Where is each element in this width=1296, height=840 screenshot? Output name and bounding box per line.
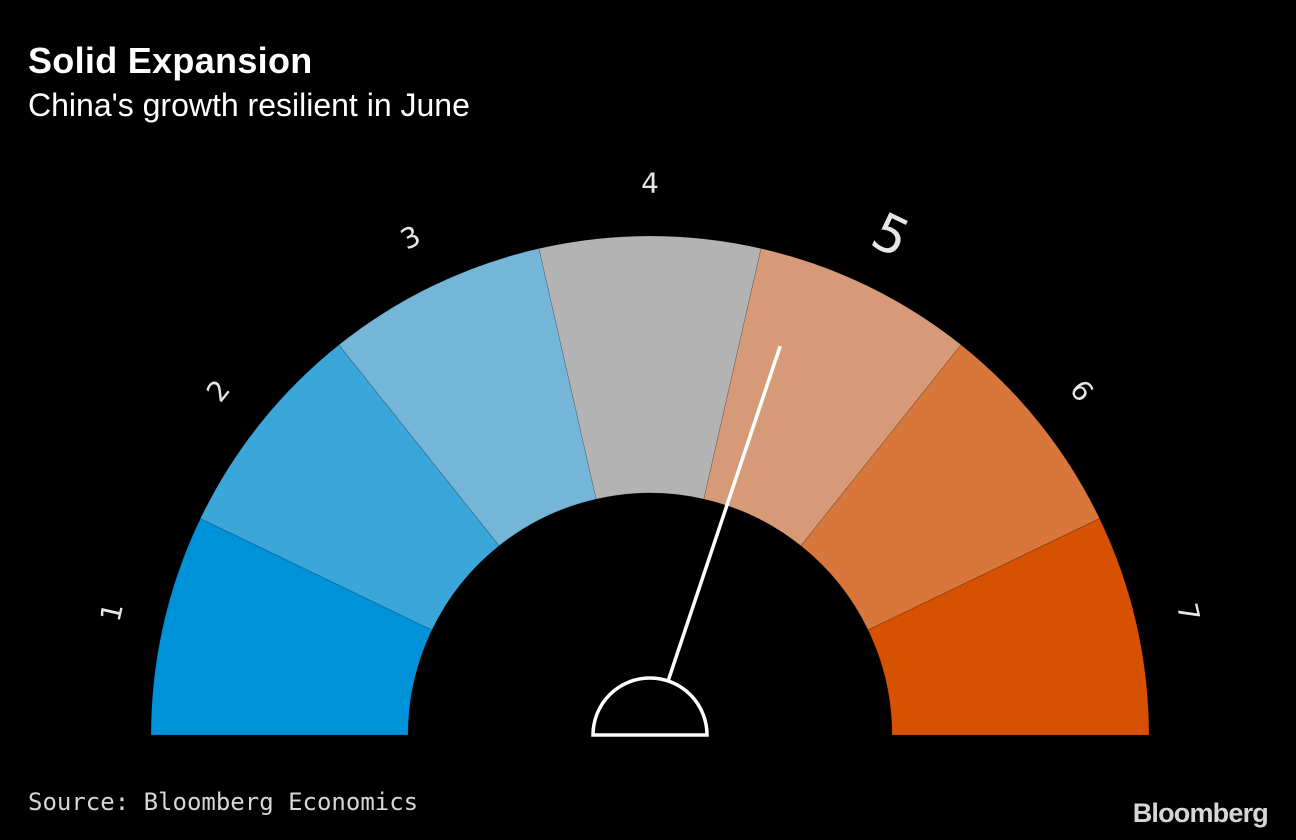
gauge-label-6: 6	[1063, 374, 1100, 409]
gauge-label-3: 3	[395, 219, 425, 256]
gauge-segment-2	[200, 344, 500, 631]
gauge-label-2: 2	[200, 374, 237, 409]
gauge-needle-hub	[591, 676, 709, 737]
gauge-label-5: 5	[862, 202, 918, 270]
chart-subtitle: China's growth resilient in June	[28, 87, 470, 123]
gauge-segment-3	[338, 248, 597, 547]
gauge-segment-4	[538, 235, 762, 500]
gauge-segment-7	[867, 518, 1150, 736]
gauge-label-1: 1	[94, 600, 130, 625]
gauge-segment-1	[150, 518, 433, 736]
gauge-needle	[666, 345, 782, 682]
gauge-segment-5	[703, 248, 962, 547]
bloomberg-logo: Bloomberg	[1132, 798, 1269, 828]
gauge-label-4: 4	[641, 167, 659, 200]
gauge-segment-6	[800, 344, 1100, 631]
source-note: Source: Bloomberg Economics	[28, 788, 419, 816]
gauge-label-7: 7	[1170, 600, 1206, 625]
chart-title: Solid Expansion	[28, 40, 313, 81]
